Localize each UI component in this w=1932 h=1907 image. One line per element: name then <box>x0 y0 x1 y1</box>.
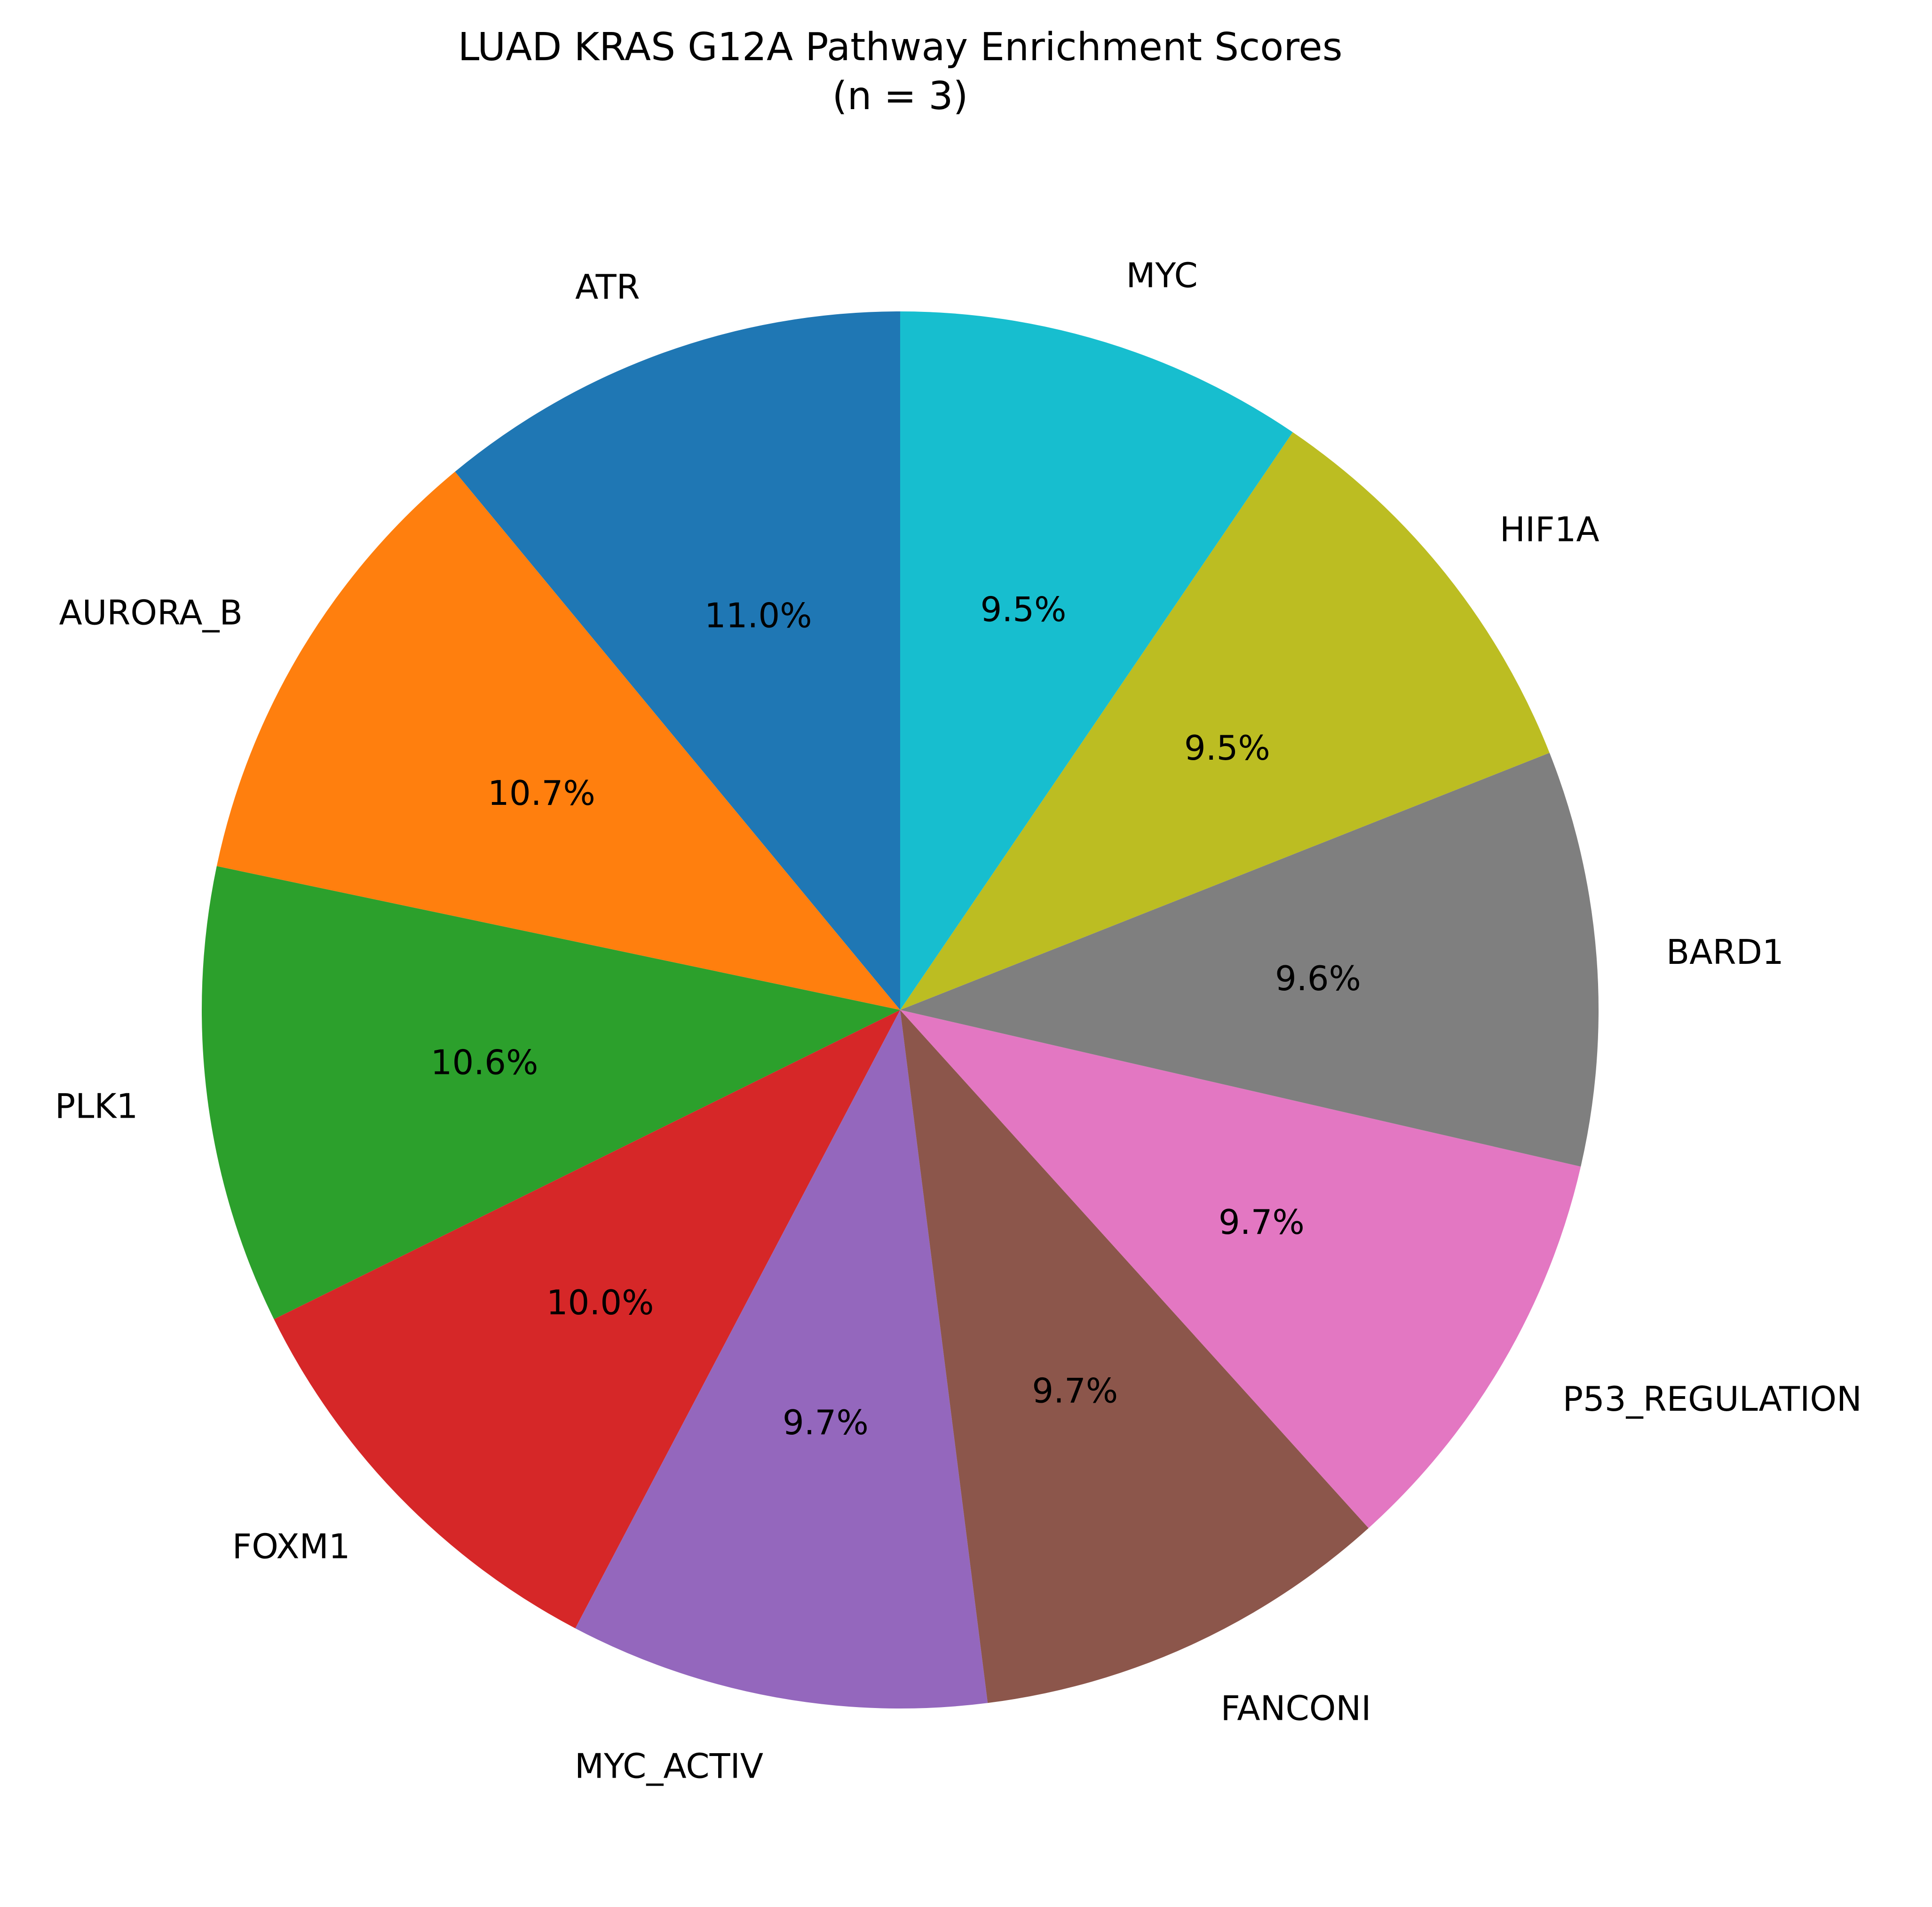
slice-category-label: BARD1 <box>1666 932 1784 972</box>
pie-labels: 11.0% ATR 10.7% AURORA_B 10.6% PLK1 10.0% FOXM1… <box>55 256 1862 1786</box>
slice-percent-label: 9.5% <box>981 589 1067 629</box>
slice-category-label: FOXM1 <box>232 1526 350 1566</box>
pie-slice-fanconi <box>900 1010 1369 1703</box>
slice-percent-label: 9.7% <box>1032 1371 1118 1411</box>
slice-category-label: PLK1 <box>55 1087 138 1126</box>
chart-subtitle: (n = 3) <box>832 74 968 119</box>
pie-slice-bard1 <box>900 753 1599 1167</box>
slice-percent-label: 9.7% <box>1219 1202 1305 1242</box>
pie-slices <box>201 311 1599 1708</box>
pie-slice-myc <box>900 311 1293 1010</box>
slice-percent-label: 10.6% <box>431 1043 538 1082</box>
pie-slice-myc-activ <box>575 1010 988 1708</box>
slice-category-label: AURORA_B <box>59 593 242 632</box>
pie-slice-atr <box>455 311 900 1010</box>
slice-category-label: HIF1A <box>1500 510 1599 549</box>
slice-category-label: MYC_ACTIV <box>575 1746 763 1786</box>
slice-category-label: ATR <box>575 267 640 307</box>
slice-percent-label: 10.7% <box>488 773 595 813</box>
pie-slice-plk1 <box>201 866 901 1319</box>
pie-slice-aurora-b <box>216 471 900 1010</box>
slice-category-label: MYC <box>1126 256 1197 295</box>
slice-category-label: P53_REGULATION <box>1563 1379 1862 1419</box>
pie-slice-hif1a <box>900 432 1550 1010</box>
slice-percent-label: 10.0% <box>546 1283 654 1322</box>
chart-title: LUAD KRAS G12A Pathway Enrichment Scores <box>458 25 1343 70</box>
slice-percent-label: 9.6% <box>1275 959 1361 998</box>
pie-slice-foxm1 <box>274 1010 900 1629</box>
pie-slice-p53-regulation <box>900 1010 1581 1528</box>
slice-percent-label: 9.7% <box>783 1403 869 1442</box>
slice-category-label: FANCONI <box>1221 1689 1371 1728</box>
slice-percent-label: 9.5% <box>1184 728 1270 768</box>
slice-percent-label: 11.0% <box>705 596 812 636</box>
